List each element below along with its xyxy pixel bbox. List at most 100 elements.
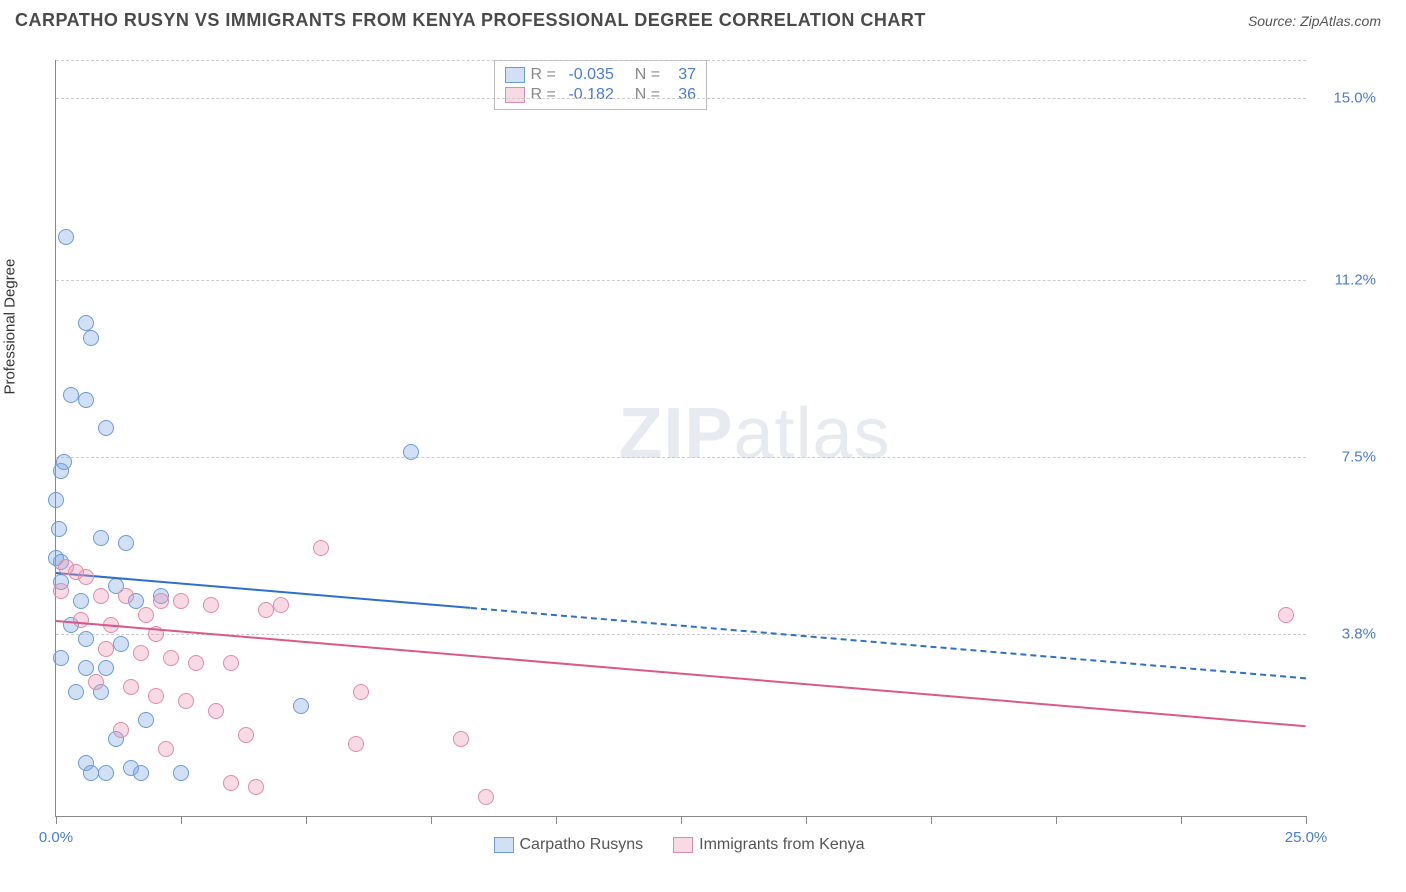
x-tick bbox=[181, 816, 182, 824]
source-attribution: Source: ZipAtlas.com bbox=[1248, 13, 1381, 29]
data-point bbox=[93, 530, 109, 546]
data-point bbox=[248, 779, 264, 795]
data-point bbox=[98, 641, 114, 657]
data-point bbox=[88, 674, 104, 690]
data-point bbox=[83, 765, 99, 781]
data-point bbox=[293, 698, 309, 714]
data-point bbox=[56, 454, 72, 470]
gridline bbox=[56, 98, 1306, 99]
data-point bbox=[258, 602, 274, 618]
data-point bbox=[83, 330, 99, 346]
data-point bbox=[188, 655, 204, 671]
y-axis-label: Professional Degree bbox=[2, 258, 19, 394]
r-value: -0.182 bbox=[562, 86, 614, 104]
n-label: N = bbox=[635, 66, 660, 84]
data-point bbox=[138, 607, 154, 623]
x-tick bbox=[806, 816, 807, 824]
r-label: R = bbox=[531, 86, 556, 104]
data-point bbox=[223, 775, 239, 791]
x-tick bbox=[556, 816, 557, 824]
data-point bbox=[63, 387, 79, 403]
data-point bbox=[163, 650, 179, 666]
series-legend: Carpatho Rusyns Immigrants from Kenya bbox=[494, 836, 865, 854]
data-point bbox=[98, 765, 114, 781]
gridline bbox=[56, 457, 1306, 458]
x-tick-label: 25.0% bbox=[1285, 829, 1328, 846]
data-point bbox=[1278, 607, 1294, 623]
data-point bbox=[78, 392, 94, 408]
y-tick-label: 3.8% bbox=[1342, 626, 1376, 643]
data-point bbox=[138, 712, 154, 728]
r-value: -0.035 bbox=[562, 66, 614, 84]
data-point bbox=[173, 593, 189, 609]
data-point bbox=[78, 631, 94, 647]
x-tick bbox=[1056, 816, 1057, 824]
data-point bbox=[78, 315, 94, 331]
data-point bbox=[348, 736, 364, 752]
data-point bbox=[153, 593, 169, 609]
x-tick bbox=[931, 816, 932, 824]
n-value: 36 bbox=[666, 86, 696, 104]
gridline bbox=[56, 60, 1306, 61]
data-point bbox=[73, 593, 89, 609]
n-value: 37 bbox=[666, 66, 696, 84]
series-swatch bbox=[494, 837, 514, 853]
x-tick bbox=[306, 816, 307, 824]
data-point bbox=[98, 660, 114, 676]
series-swatch bbox=[673, 837, 693, 853]
x-tick bbox=[431, 816, 432, 824]
gridline bbox=[56, 280, 1306, 281]
x-tick bbox=[1181, 816, 1182, 824]
data-point bbox=[53, 650, 69, 666]
legend-label: Carpatho Rusyns bbox=[520, 836, 644, 854]
data-point bbox=[238, 727, 254, 743]
data-point bbox=[68, 684, 84, 700]
data-point bbox=[223, 655, 239, 671]
chart-container: Professional Degree ZIPatlas R =-0.035 N… bbox=[15, 45, 1381, 862]
data-point bbox=[93, 588, 109, 604]
data-point bbox=[208, 703, 224, 719]
series-swatch bbox=[505, 87, 525, 103]
stats-row: R = -0.035 N = 37 bbox=[505, 65, 697, 85]
regression-line bbox=[56, 620, 1306, 727]
data-point bbox=[53, 583, 69, 599]
data-point bbox=[58, 229, 74, 245]
data-point bbox=[478, 789, 494, 805]
chart-title: CARPATHO RUSYN VS IMMIGRANTS FROM KENYA … bbox=[15, 10, 926, 31]
r-label: R = bbox=[531, 66, 556, 84]
data-point bbox=[78, 660, 94, 676]
data-point bbox=[118, 535, 134, 551]
series-swatch bbox=[505, 67, 525, 83]
data-point bbox=[113, 722, 129, 738]
data-point bbox=[353, 684, 369, 700]
data-point bbox=[78, 569, 94, 585]
data-point bbox=[73, 612, 89, 628]
y-tick-label: 7.5% bbox=[1342, 449, 1376, 466]
regression-line bbox=[471, 607, 1306, 679]
data-point bbox=[48, 492, 64, 508]
y-tick-label: 11.2% bbox=[1335, 272, 1376, 289]
data-point bbox=[118, 588, 134, 604]
y-tick-label: 15.0% bbox=[1333, 90, 1376, 107]
legend-item: Carpatho Rusyns bbox=[494, 836, 644, 854]
data-point bbox=[173, 765, 189, 781]
data-point bbox=[148, 688, 164, 704]
plot-area: ZIPatlas R =-0.035 N =37R =-0.182 N =36 … bbox=[55, 60, 1306, 817]
data-point bbox=[113, 636, 129, 652]
legend-label: Immigrants from Kenya bbox=[699, 836, 864, 854]
x-tick-label: 0.0% bbox=[39, 829, 73, 846]
data-point bbox=[313, 540, 329, 556]
x-tick bbox=[681, 816, 682, 824]
data-point bbox=[273, 597, 289, 613]
x-tick bbox=[1306, 816, 1307, 824]
data-point bbox=[178, 693, 194, 709]
data-point bbox=[123, 679, 139, 695]
stats-row: R =-0.182 N =36 bbox=[505, 85, 697, 105]
data-point bbox=[453, 731, 469, 747]
data-point bbox=[133, 765, 149, 781]
watermark: ZIPatlas bbox=[619, 393, 891, 475]
stats-legend-box: R = -0.035 N = 37R = -0.182 N = 36 bbox=[494, 60, 708, 110]
data-point bbox=[98, 420, 114, 436]
data-point bbox=[51, 521, 67, 537]
x-tick bbox=[56, 816, 57, 824]
